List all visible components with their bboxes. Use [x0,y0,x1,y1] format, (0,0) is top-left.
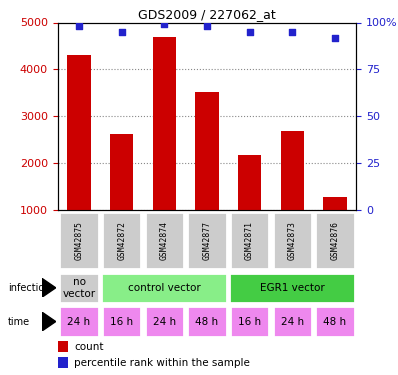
Point [76,23,82,29]
Text: GSM42875: GSM42875 [74,221,84,260]
Text: 24 h: 24 h [281,316,304,327]
Bar [187,213,226,269]
Bar [101,273,227,303]
Bar [110,134,133,210]
Text: EGR1 vector: EGR1 vector [260,283,325,293]
Text: no
vector: no vector [62,277,96,298]
Bar [145,213,184,269]
Text: GSM42874: GSM42874 [160,221,169,260]
Bar [58,357,68,368]
Text: control vector: control vector [128,283,201,293]
Text: 16 h: 16 h [238,316,261,327]
Bar [315,213,355,269]
Bar [59,273,100,303]
Point [204,23,210,29]
Text: 48 h: 48 h [195,316,219,327]
Text: 24 h: 24 h [153,316,176,327]
Bar [195,92,219,210]
Point [246,29,253,35]
Text: count: count [74,342,103,352]
Bar [102,213,141,269]
Title: GDS2009 / 227062_at: GDS2009 / 227062_at [138,8,276,21]
Bar [145,306,184,337]
Text: infection: infection [8,283,51,293]
Point [161,21,168,27]
Bar [67,56,91,210]
Bar [273,213,312,269]
Text: GSM42871: GSM42871 [245,221,254,260]
Text: 24 h: 24 h [68,316,91,327]
Bar [59,213,99,269]
Bar [229,273,355,303]
Text: 48 h: 48 h [323,316,346,327]
Bar [187,306,226,337]
Bar [58,341,68,352]
Bar [230,306,269,337]
Bar [281,131,304,210]
Bar [238,154,261,210]
Bar [59,306,99,337]
Text: GSM42872: GSM42872 [117,221,126,260]
Text: GSM42877: GSM42877 [203,221,211,260]
Bar [230,213,269,269]
Point [332,34,338,40]
Text: 16 h: 16 h [110,316,133,327]
Bar [323,197,347,210]
Bar [315,306,355,337]
Text: time: time [8,316,30,327]
Bar [102,306,141,337]
Text: percentile rank within the sample: percentile rank within the sample [74,358,250,368]
Polygon shape [42,278,56,297]
Point [289,29,295,35]
Bar [273,306,312,337]
Text: GSM42873: GSM42873 [288,221,297,260]
Polygon shape [42,312,56,331]
Text: GSM42876: GSM42876 [330,221,339,260]
Point [119,29,125,35]
Bar [152,37,176,210]
